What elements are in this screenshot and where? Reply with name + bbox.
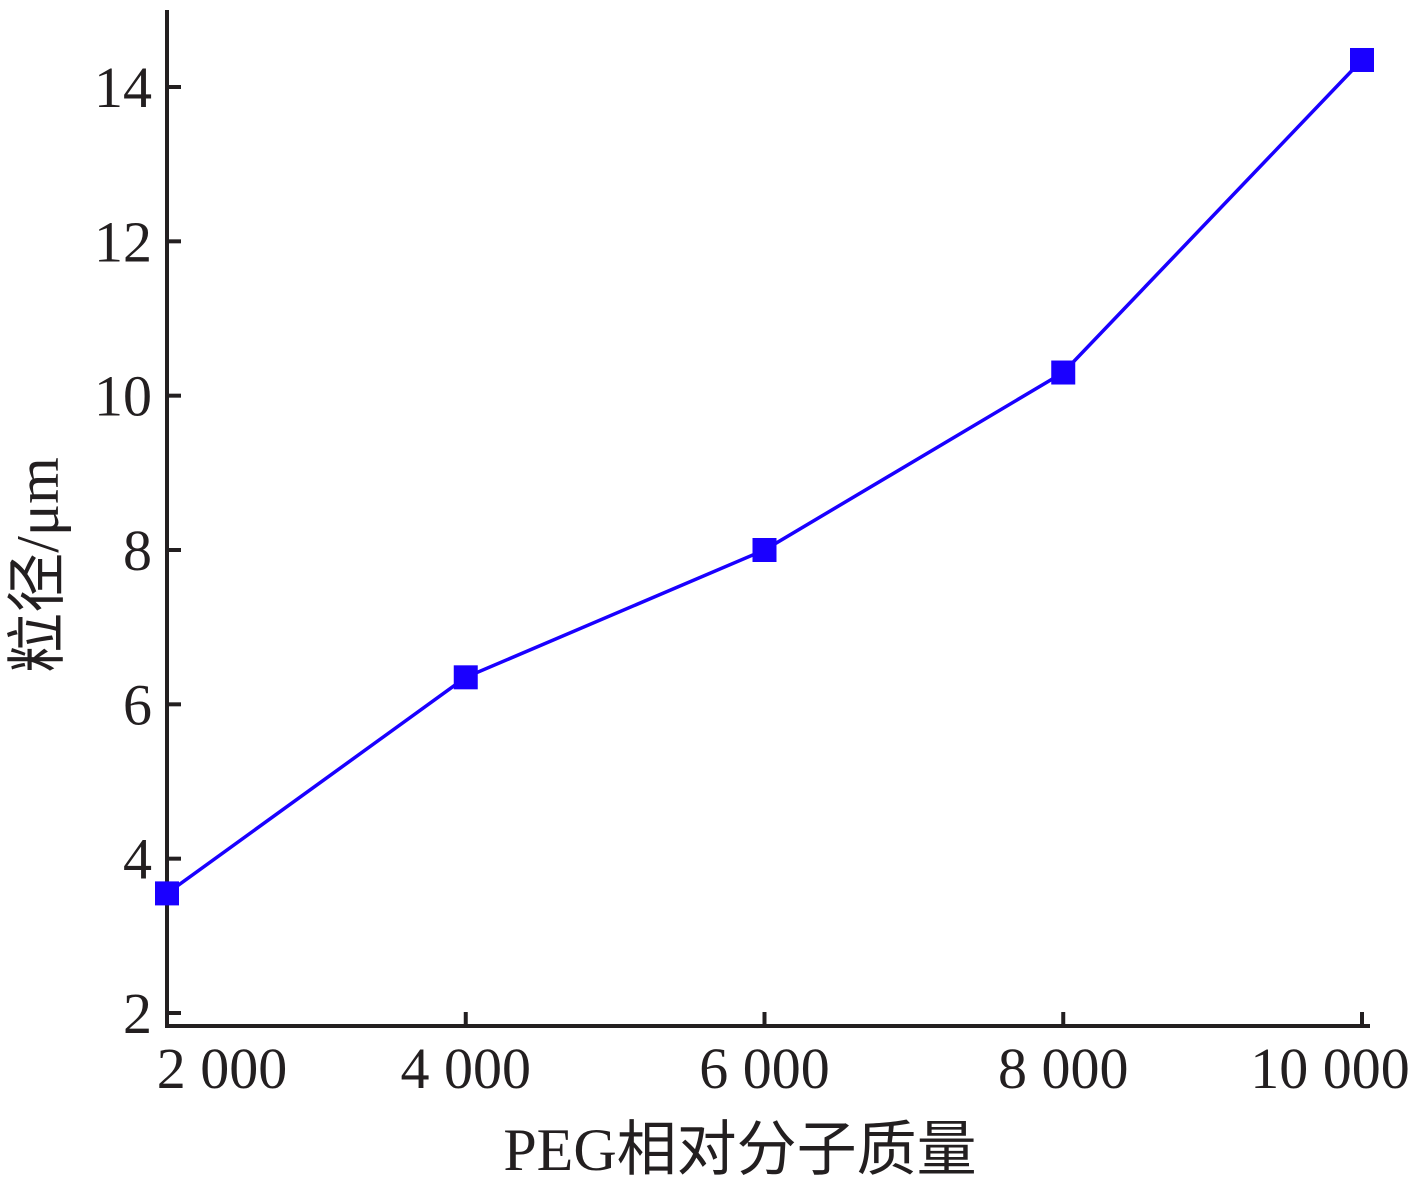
x-tick-label: 6 000 — [699, 1036, 830, 1101]
x-tick-label: 4 000 — [401, 1036, 532, 1101]
data-point-marker — [453, 665, 478, 690]
y-tick-label: 10 — [94, 364, 152, 429]
x-tick-label: 8 000 — [998, 1036, 1129, 1101]
x-tick-label: 2 000 — [157, 1036, 288, 1101]
axes — [165, 10, 1370, 1028]
data-point-marker — [752, 538, 777, 562]
x-axis-title: PEG相对分子质量 — [503, 1117, 976, 1181]
y-tick-label: 12 — [94, 209, 152, 274]
data-point-marker — [1051, 360, 1076, 385]
y-tick-label: 6 — [123, 672, 152, 737]
y-ticks: 2 4 6 8 10 12 14 — [94, 55, 181, 1046]
series-line — [165, 58, 1364, 895]
x-tick-label: 10 000 — [1250, 1036, 1410, 1101]
y-axis-title: 粒径/μm — [5, 457, 71, 673]
data-point-marker — [155, 881, 179, 906]
data-point-marker — [1350, 47, 1374, 72]
y-tick-label: 2 — [123, 981, 152, 1046]
x-ticks: 2 000 4 000 6 000 8 000 10 000 — [157, 1012, 1410, 1101]
y-tick-label: 4 — [123, 827, 152, 892]
series-layer — [155, 47, 1374, 906]
y-tick-label: 14 — [94, 55, 152, 120]
y-tick-label: 8 — [123, 518, 152, 583]
